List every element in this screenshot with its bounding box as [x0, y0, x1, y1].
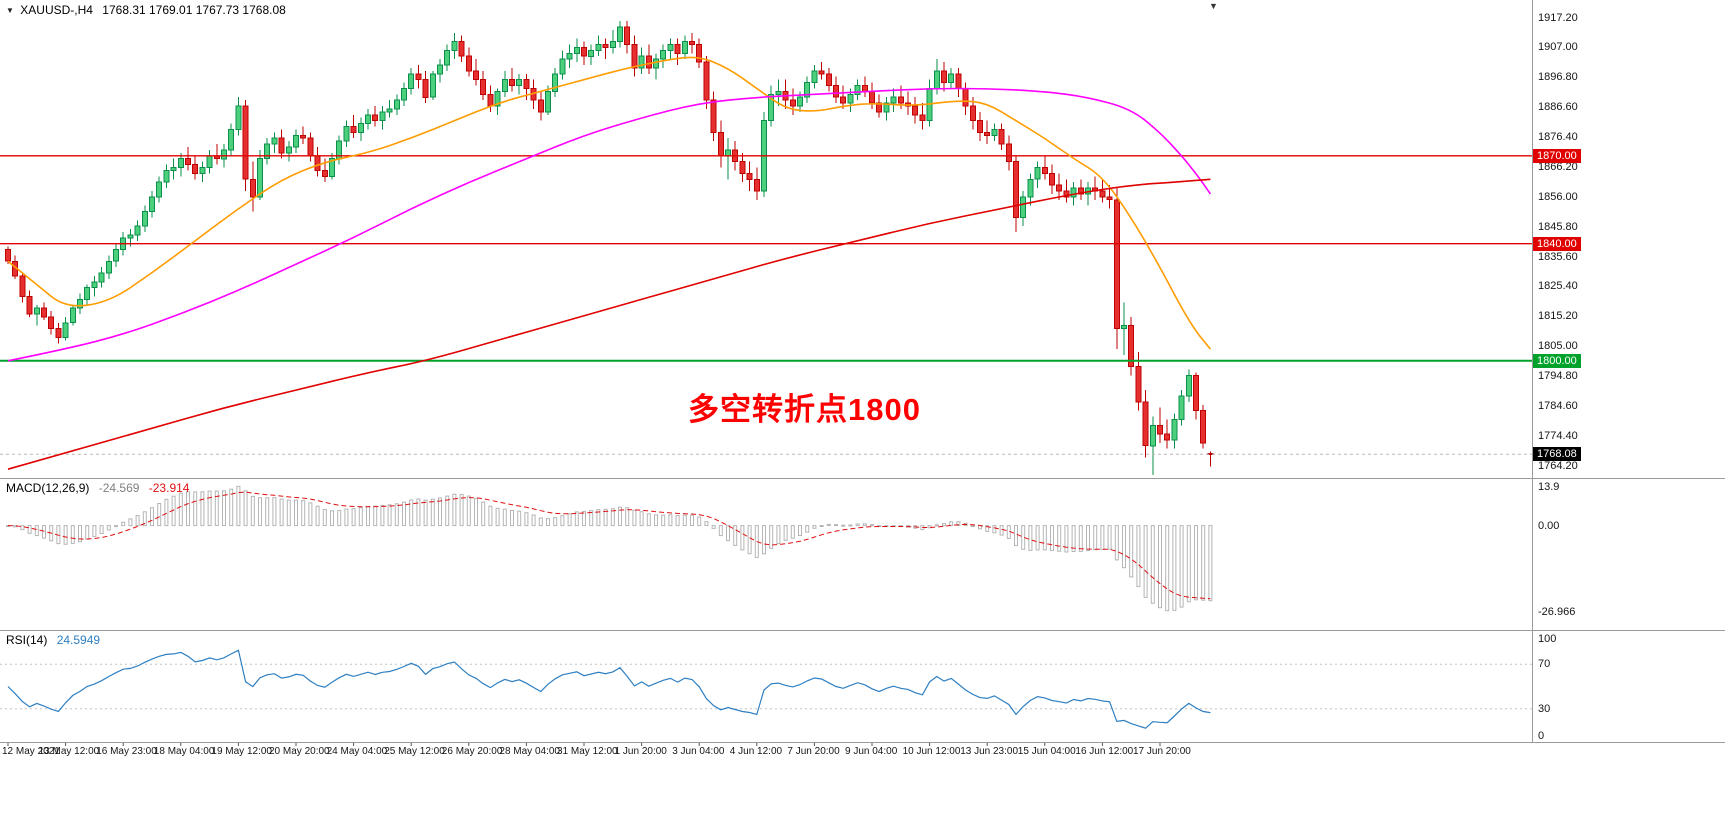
rsi-line	[7, 649, 1211, 729]
candles-layer	[5, 21, 1214, 476]
macd-main-value: -24.569	[98, 481, 140, 495]
macd-signal-value: -23.914	[148, 481, 190, 495]
macd-signal-line	[7, 491, 1211, 600]
collapse-arrow-icon[interactable]: ▼	[6, 6, 14, 15]
chart-shift-marker-icon[interactable]: ▼	[1209, 1, 1218, 11]
horizontal-level-lines[interactable]	[0, 155, 1532, 362]
chart-canvas[interactable]	[0, 0, 1725, 770]
ohlc-values: 1768.31 1769.01 1767.73 1768.08	[102, 3, 286, 17]
macd-header: MACD(12,26,9) -24.569 -23.914	[6, 481, 195, 495]
ma-mid-magenta	[7, 87, 1212, 362]
price-axis-line	[1532, 0, 1533, 742]
symbol-timeframe-label: XAUUSD-,H4	[20, 3, 93, 17]
ma-fast-orange	[7, 56, 1212, 350]
rsi-label: RSI(14)	[6, 633, 48, 647]
pane-separator-rsi[interactable]	[0, 630, 1725, 631]
pane-separator-macd[interactable]	[0, 478, 1725, 479]
text-annotation: 多空转折点1800	[688, 392, 921, 427]
macd-histogram	[6, 485, 1213, 612]
time-axis-line	[0, 742, 1725, 743]
chart-header: ▼ XAUUSD-,H4 1768.31 1769.01 1767.73 176…	[6, 3, 292, 17]
ma-slow-red	[7, 178, 1211, 470]
rsi-levels	[0, 663, 1532, 710]
rsi-header: RSI(14) 24.5949	[6, 633, 106, 647]
rsi-value: 24.5949	[56, 633, 101, 647]
moving-average-lines	[7, 56, 1212, 470]
macd-label: MACD(12,26,9)	[6, 481, 90, 495]
